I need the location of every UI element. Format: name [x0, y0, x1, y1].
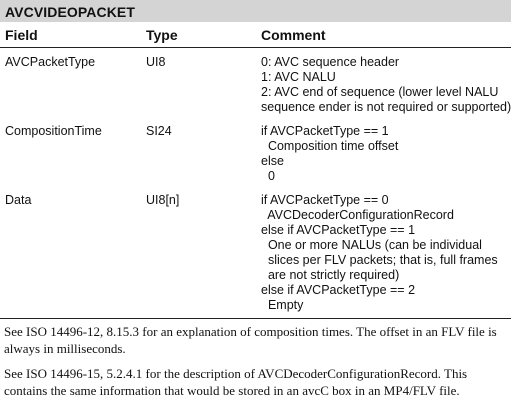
- row-3-comment-line-4: One or more NALUs (can be individual: [261, 238, 482, 252]
- row-2-comment-line-1: if AVCPacketType == 1: [261, 124, 389, 138]
- row-1-comment-line-2: 1: AVC NALU: [261, 70, 336, 84]
- row-3-comment-line-7: else if AVCPacketType == 2: [261, 283, 416, 297]
- row-2-field: CompositionTime: [5, 124, 102, 138]
- table-title: AVCVIDEOPACKET: [5, 4, 136, 20]
- column-header-field: Field: [5, 27, 38, 43]
- row-1-type: UI8: [146, 55, 166, 69]
- row-3-comment-line-2: AVCDecoderConfigurationRecord: [261, 208, 454, 222]
- table-header-row: Field Type Comment: [0, 22, 511, 48]
- row-1-comment-line-3: 2: AVC end of sequence (lower level NALU: [261, 85, 499, 99]
- column-header-type: Type: [146, 27, 178, 43]
- table-bottom-rule: [0, 318, 511, 319]
- row-3-comment-line-5: slices per FLV packets; that is, full fr…: [261, 253, 498, 267]
- row-1-field: AVCPacketType: [5, 55, 96, 69]
- row-2-comment-line-2: Composition time offset: [261, 139, 399, 153]
- column-header-comment: Comment: [261, 27, 326, 43]
- header-divider: [0, 47, 511, 48]
- table-title-bar: AVCVIDEOPACKET: [0, 0, 511, 22]
- note-composition-times: See ISO 14496-12, 8.15.3 for an explanat…: [4, 324, 497, 356]
- row-3-comment-line-3: else if AVCPacketType == 1: [261, 223, 416, 237]
- row-3-comment-line-1: if AVCPacketType == 0: [261, 193, 389, 207]
- row-1-comment-line-1: 0: AVC sequence header: [261, 55, 400, 69]
- row-2-comment-line-4: 0: [261, 169, 275, 183]
- row-1-comment-line-4: sequence ender is not required or suppor…: [261, 100, 511, 114]
- note-avc-decoder-config: See ISO 14496-15, 5.2.4.1 for the descri…: [4, 366, 468, 398]
- row-3-comment-line-8: Empty: [261, 298, 304, 312]
- row-2-type: SI24: [146, 124, 172, 138]
- row-2-comment-line-3: else: [261, 154, 284, 168]
- row-3-field: Data: [5, 193, 32, 207]
- row-3-comment-line-6: are not strictly required): [261, 268, 400, 282]
- row-3-type: UI8[n]: [146, 193, 180, 207]
